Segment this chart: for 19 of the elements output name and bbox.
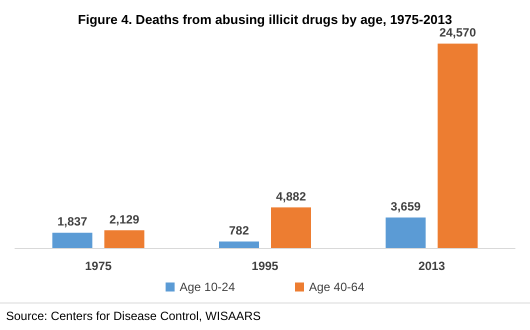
data-label: 2,129 (109, 212, 140, 226)
chart-title: Figure 4. Deaths from abusing illicit drugs by age, 1975-2013 (78, 12, 452, 27)
source-note: Source: Centers for Disease Control, WISAARS (6, 309, 261, 323)
bar (386, 218, 426, 248)
data-label: 4,882 (276, 189, 306, 204)
x-tick-label: 1995 (252, 259, 279, 273)
bar (52, 232, 92, 248)
x-tick-label: 2013 (418, 259, 446, 273)
data-label: 782 (228, 223, 250, 238)
data-label: 24,570 (439, 26, 476, 40)
bar (104, 230, 144, 248)
bar (271, 207, 311, 248)
legend-label: Age 10-24 (180, 280, 236, 294)
bar (219, 241, 259, 248)
data-label: 1,837 (57, 214, 88, 229)
legend-label: Age 40-64 (309, 280, 365, 294)
data-label: 3,659 (390, 200, 422, 214)
bar (438, 44, 478, 248)
x-tick-label: 1975 (84, 259, 112, 273)
